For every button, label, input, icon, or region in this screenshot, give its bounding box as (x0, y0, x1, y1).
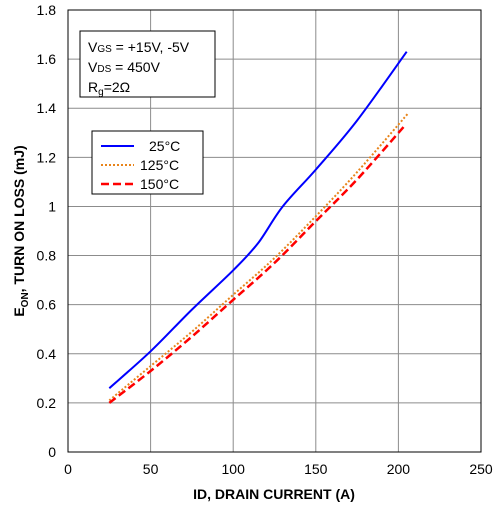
y-tick-label: 0.2 (37, 395, 57, 411)
y-tick-label: 0.8 (37, 248, 57, 264)
y-tick-label: 1 (48, 198, 56, 214)
y-tick-label: 1.4 (37, 100, 57, 116)
y-tick-labels: 0 0.2 0.4 0.6 0.8 1 1.2 1.4 1.6 1.8 (37, 2, 57, 460)
y-tick-label: 0 (48, 444, 56, 460)
condition-rg: Rg=2Ω (88, 79, 130, 98)
conditions-frame (79, 30, 216, 98)
legend-label-125c: 125°C (140, 157, 179, 173)
x-axis-label: ID, DRAIN CURRENT (A) (193, 486, 355, 502)
x-tick-label: 150 (304, 461, 328, 477)
series-lines (108, 51, 410, 404)
x-tick-label: 50 (143, 461, 159, 477)
conditions-box: VGS = +15V, -5V VDS = 450V Rg=2Ω (79, 30, 216, 98)
x-tick-label: 0 (64, 461, 72, 477)
condition-vds: VDS = 450V (88, 59, 161, 75)
legend-label-25c: 25°C (149, 138, 180, 154)
x-tick-labels: 0 50 100 150 200 250 (64, 461, 493, 477)
x-tick-label: 100 (222, 461, 246, 477)
plot-frame (67, 9, 482, 453)
y-tick-label: 1.6 (37, 51, 57, 67)
legend-frame (91, 130, 204, 195)
legend: 25°C 125°C 150°C (91, 130, 204, 195)
series-line-150c (108, 124, 406, 404)
y-tick-label: 1.8 (37, 2, 57, 18)
y-tick-label: 0.6 (37, 297, 57, 313)
y-tick-label: 0.4 (37, 346, 57, 362)
y-axis-label: EON, TURN ON LOSS (mJ) (11, 145, 31, 316)
legend-label-150c: 150°C (140, 176, 179, 192)
series-line-25c (108, 51, 408, 389)
x-tick-label: 250 (469, 461, 493, 477)
condition-vgs: VGS = +15V, -5V (88, 39, 190, 55)
x-tick-label: 200 (387, 461, 411, 477)
y-tick-label: 1.2 (37, 149, 57, 165)
series-line-125c (108, 112, 410, 402)
